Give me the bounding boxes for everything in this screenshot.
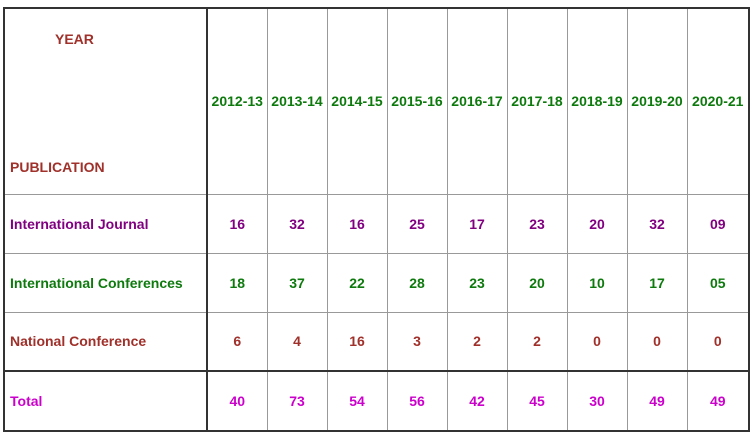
table-cell: 49	[686, 370, 750, 432]
table-cell: 42	[446, 370, 508, 432]
table-cell: 4	[266, 311, 328, 372]
table-cell: 3	[386, 311, 448, 372]
row-label: Total	[3, 370, 208, 432]
table-cell: 09	[686, 193, 750, 254]
table-cell: 0	[626, 311, 688, 372]
table-cell: 17	[446, 193, 508, 254]
table-cell: 32	[266, 193, 328, 254]
year-heading: YEAR	[55, 31, 94, 47]
table-cell: 16	[206, 193, 268, 254]
row-label: International Journal	[3, 193, 208, 254]
year-header: 2012-13	[206, 7, 268, 195]
table-cell: 0	[566, 311, 628, 372]
table-cell: 40	[206, 370, 268, 432]
row-label: International Conferences	[3, 252, 208, 313]
year-header: 2017-18	[506, 7, 568, 195]
table-cell: 32	[626, 193, 688, 254]
table-cell: 45	[506, 370, 568, 432]
table-cell: 37	[266, 252, 328, 313]
table-cell: 2	[446, 311, 508, 372]
year-header: 2013-14	[266, 7, 328, 195]
table-cell: 23	[506, 193, 568, 254]
year-header: 2015-16	[386, 7, 448, 195]
table-cell: 6	[206, 311, 268, 372]
header-row: YEAR PUBLICATION 2012-13 2013-14 2014-15…	[3, 7, 750, 195]
table-cell: 25	[386, 193, 448, 254]
table-cell: 20	[566, 193, 628, 254]
table-cell: 2	[506, 311, 568, 372]
table-row: International Journal 16 32 16 25 17 23 …	[3, 193, 750, 254]
table-cell: 16	[326, 311, 388, 372]
year-header: 2014-15	[326, 7, 388, 195]
row-label: National Conference	[3, 311, 208, 372]
publication-heading: PUBLICATION	[10, 159, 105, 175]
table-cell: 05	[686, 252, 750, 313]
table-row: National Conference 6 4 16 3 2 2 0 0 0	[3, 311, 750, 372]
table-cell: 30	[566, 370, 628, 432]
table-row: International Conferences 18 37 22 28 23…	[3, 252, 750, 313]
table-cell: 20	[506, 252, 568, 313]
table-cell: 16	[326, 193, 388, 254]
table-cell: 0	[686, 311, 750, 372]
corner-cell: YEAR PUBLICATION	[3, 7, 208, 195]
year-header: 2016-17	[446, 7, 508, 195]
table-cell: 49	[626, 370, 688, 432]
table-cell: 18	[206, 252, 268, 313]
table-cell: 54	[326, 370, 388, 432]
year-header: 2018-19	[566, 7, 628, 195]
table-cell: 22	[326, 252, 388, 313]
table-cell: 23	[446, 252, 508, 313]
year-header: 2019-20	[626, 7, 688, 195]
table-cell: 56	[386, 370, 448, 432]
table-cell: 10	[566, 252, 628, 313]
total-row: Total 40 73 54 56 42 45 30 49 49	[3, 370, 750, 432]
table-cell: 73	[266, 370, 328, 432]
year-header: 2020-21	[686, 7, 750, 195]
publication-table: YEAR PUBLICATION 2012-13 2013-14 2014-15…	[3, 7, 750, 432]
table-cell: 17	[626, 252, 688, 313]
table-cell: 28	[386, 252, 448, 313]
